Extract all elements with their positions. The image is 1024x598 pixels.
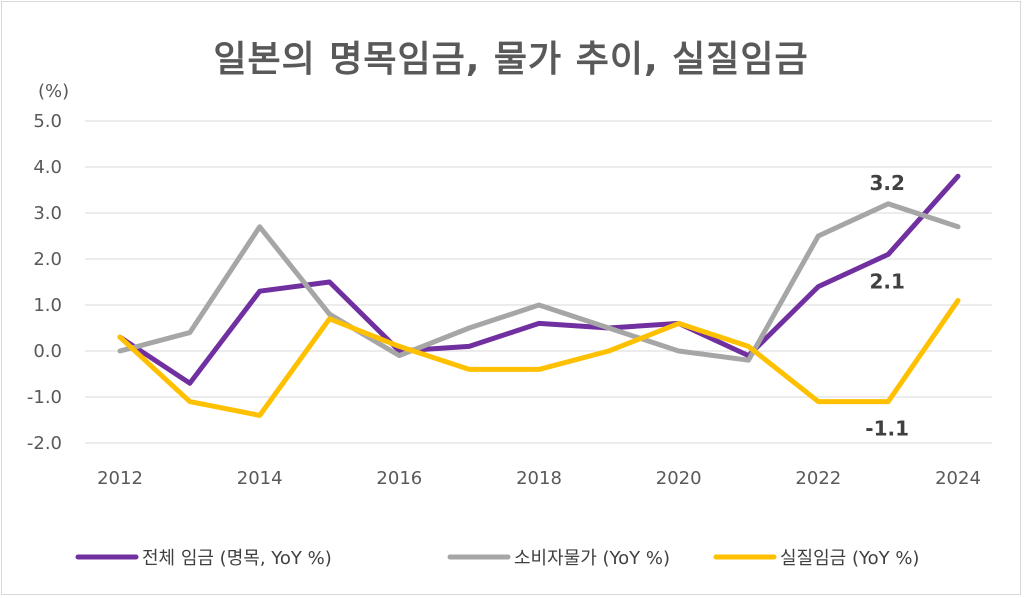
y-tick-label: -1.0	[27, 387, 62, 408]
y-tick-label: 5.0	[33, 111, 62, 132]
series-line-1	[117, 173, 961, 386]
y-axis-ticks: -2.0 -1.0 0.0 1.0 2.0 3.0 4.0 5.0	[27, 111, 62, 454]
x-axis-ticks: 2012 2014 2016 2018 2020 2022 2024	[97, 468, 981, 489]
data-label: 2.1	[869, 269, 904, 293]
x-tick-label: 2022	[795, 468, 841, 489]
y-tick-label: 1.0	[33, 295, 62, 316]
x-tick-label: 2024	[935, 468, 981, 489]
data-label: 3.2	[869, 171, 904, 195]
y-tick-label: 0.0	[33, 341, 62, 362]
x-tick-label: 2016	[376, 468, 422, 489]
legend-label: 소비자물가 (YoY %)	[514, 548, 670, 569]
x-tick-label: 2014	[237, 468, 283, 489]
series-line-2	[117, 201, 961, 363]
series-lines	[117, 173, 961, 418]
chart-title: 일본의 명목임금, 물가 추이, 실질임금	[213, 39, 809, 80]
legend: 전체 임금 (명목, YoY %) 소비자물가 (YoY %) 실질임금 (YoY …	[75, 548, 919, 569]
y-tick-label: 3.0	[33, 203, 62, 224]
legend-label: 전체 임금 (명목, YoY %)	[142, 548, 332, 569]
y-tick-label: -2.0	[27, 433, 62, 454]
legend-label: 실질임금 (YoY %)	[780, 548, 919, 569]
x-tick-label: 2012	[97, 468, 143, 489]
data-labels: 3.2 2.1 -1.1	[865, 171, 909, 441]
y-tick-label: 4.0	[33, 157, 62, 178]
x-tick-label: 2018	[516, 468, 562, 489]
gridlines	[85, 120, 992, 444]
y-axis-unit: (%)	[38, 81, 69, 102]
series-line-3	[117, 297, 961, 418]
y-tick-label: 2.0	[33, 249, 62, 270]
x-tick-label: 2020	[656, 468, 702, 489]
data-label: -1.1	[865, 417, 909, 441]
